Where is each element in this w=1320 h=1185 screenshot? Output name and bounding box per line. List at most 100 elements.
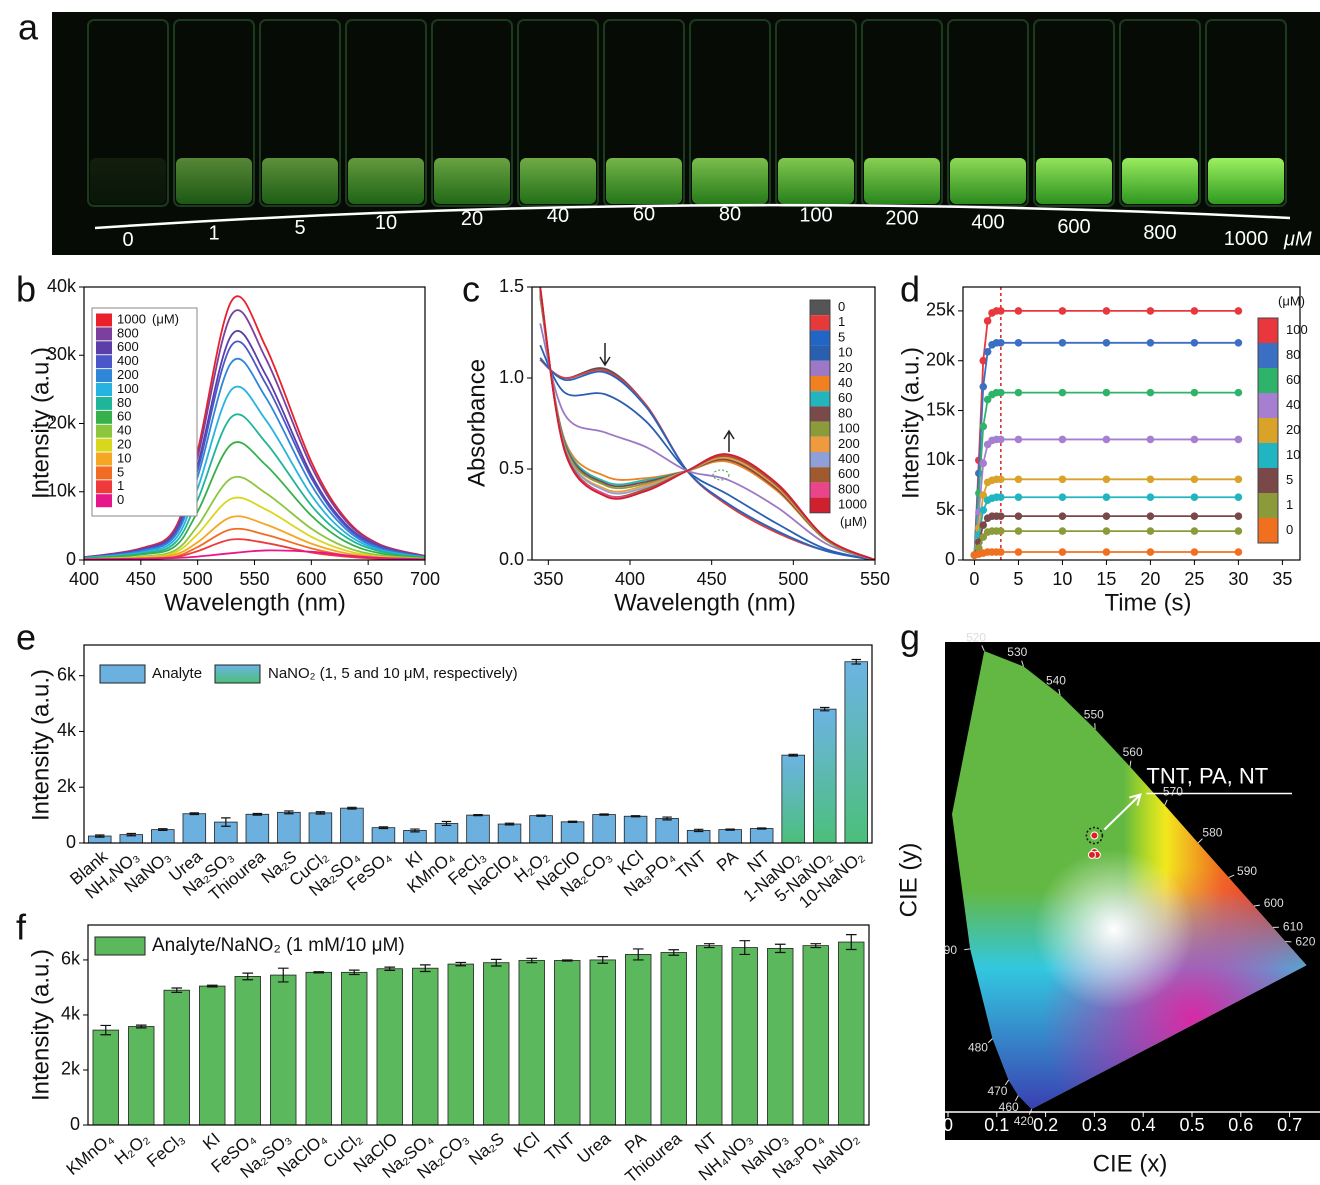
y-axis-label: Absorbance [463,359,490,487]
legend-swatch [1258,518,1278,543]
error-bar [851,658,861,665]
error-bar [277,967,289,983]
vial-glass [1119,19,1201,207]
bar [305,971,332,1126]
legend-label: 0 [117,492,124,507]
bar [781,754,805,844]
concentration-label: 600 [1057,216,1090,238]
error-bar [206,984,218,988]
legend-swatch [810,376,830,392]
legend-title: (μM) [152,311,179,326]
x-tick-label: 650 [353,569,383,589]
legend-swatch [96,494,112,508]
legend-swatch [1258,418,1278,443]
legend-swatch [96,313,112,327]
y-tick-label: 0 [70,1114,80,1134]
concentration-label: 10 [375,212,397,234]
x-tick-label: 450 [126,569,156,589]
error-bar [774,943,786,954]
legend-frame [1257,317,1279,544]
legend-swatch [96,410,112,424]
locus-label: 480 [968,1040,988,1054]
legend-swatch [94,936,146,956]
unit-label: μM [1283,228,1312,250]
error-bar [668,949,680,956]
legend-label: 1 [117,478,124,493]
data-point [979,491,988,500]
data-point [979,382,988,391]
legend-label: 800 [838,481,860,496]
data-point [983,395,992,404]
x-tick-label: 0.3 [1082,1115,1107,1135]
bar [308,812,333,844]
error-bar [126,832,137,837]
data-point [1102,338,1111,347]
legend-swatch [810,406,830,422]
vials [87,19,1287,207]
x-tick-label: 500 [183,569,213,589]
data-point [997,388,1005,397]
legend-label: 20 [117,437,131,452]
y-tick-label: 25k [926,300,956,320]
y-axis-label: Intensity (a.u.) [27,347,54,499]
y-axis-label: Intensity (a.u.) [27,669,54,821]
data-point [1058,475,1067,484]
series-line [84,441,425,560]
x-tick-label: 600 [296,569,326,589]
y-tick-label: 5k [936,499,956,519]
data-point [1102,435,1111,444]
x-tick-label: FeCl₃ [143,1129,188,1171]
legend-label: 200 [838,436,860,451]
vial-glass [947,19,1029,207]
data-point [1146,493,1155,502]
error-bar [561,959,573,962]
panel-label: g [900,617,920,658]
legend-label: 400 [117,353,139,368]
vial-liquid [520,158,596,204]
legend-swatch [1258,318,1278,343]
bar [655,818,679,844]
legend-label: 80 [117,395,131,410]
error-bar [378,826,389,830]
x-tick-label: 550 [239,569,269,589]
y-tick-label: 1.0 [499,367,524,387]
error-bar [158,828,168,832]
legend-swatch [810,467,830,483]
y-tick-label: 20k [47,412,77,432]
error-bar [284,810,294,815]
legend-swatch [1258,343,1278,368]
x-tick-label: 15 [1096,569,1116,589]
data-point [1014,338,1023,347]
x-tick-label: KCl [510,1129,543,1161]
x-tick-label: 0 [969,569,979,589]
legend-swatch [810,452,830,468]
panel-label: f [16,907,27,948]
data-point [1234,493,1243,502]
data-point [1058,435,1067,444]
y-tick-label: 40k [47,276,77,296]
bar [128,1026,155,1126]
vial-glass [1033,19,1115,207]
vial-glass [173,19,255,207]
legend-swatch [810,330,830,346]
data-point [1014,512,1023,520]
plot-frame [83,286,426,561]
x-axis-label: Wavelength (nm) [614,589,796,616]
vial-liquid [434,158,510,204]
legend-swatch [96,438,112,452]
x-axis-label: CIE (x) [1093,1150,1168,1177]
legend-swatch [810,360,830,376]
x-tick-label: 350 [533,569,563,589]
bar [466,814,490,844]
y-tick-label: 0 [66,549,76,569]
error-bar [845,934,857,951]
legend-swatch [96,383,112,396]
x-tick-label: 0.4 [1131,1115,1156,1135]
vial-liquid [176,158,252,204]
legend-label: 100 [1286,322,1308,337]
locus-tick [987,1038,993,1044]
plot-frame [531,286,876,561]
legend-label: 20 [838,360,852,375]
data-point [1090,831,1099,840]
